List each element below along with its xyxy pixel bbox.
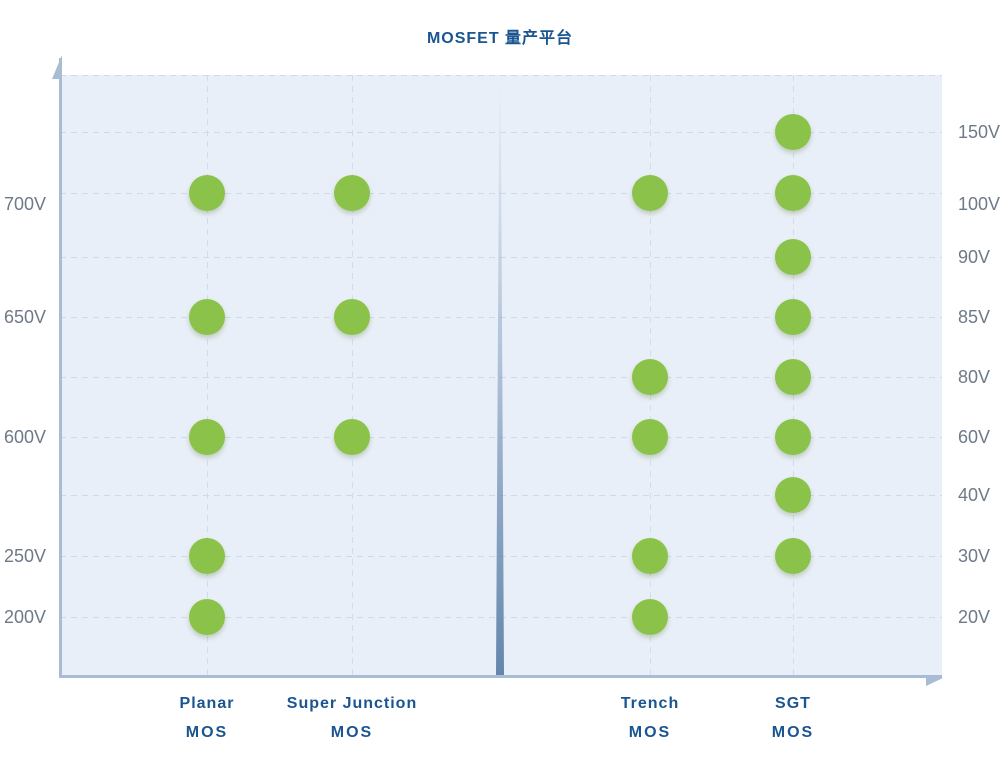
column-label-sub: MOS [185,724,229,741]
gridline-vertical [352,75,353,677]
left-axis-label: 250V [3,546,46,566]
data-dot [775,114,811,150]
left-axis-label: 200V [3,607,46,627]
column-label-name: SGT [775,695,811,712]
data-dot [334,419,370,455]
column-label: SGT MOS [772,694,814,742]
right-axis-label: 85V [958,307,991,327]
data-dot [775,359,811,395]
right-axis-label: 60V [958,427,991,447]
column-label-sub: MOS [771,724,815,741]
y-axis-arrow-icon [52,55,62,79]
data-dot [632,359,668,395]
data-dot [775,239,811,275]
left-axis-label: 650V [3,307,46,327]
right-axis-label: 150V [958,122,1000,142]
data-dot [334,299,370,335]
data-dot [775,419,811,455]
right-axis-label: 40V [958,485,991,505]
data-dot [189,299,225,335]
gridline-vertical [207,75,208,677]
data-dot [189,538,225,574]
column-label: Trench MOS [621,694,679,742]
column-label-name: Super Junction [286,695,418,712]
right-axis-label: 80V [958,367,991,387]
data-dot [189,599,225,635]
gridline-horizontal [60,132,942,133]
column-label-name: Planar [179,695,235,712]
data-dot [334,175,370,211]
right-axis-label: 90V [958,247,991,267]
column-label-name: Trench [620,695,680,712]
data-dot [775,299,811,335]
column-label-sub: MOS [628,724,672,741]
left-axis-label: 600V [3,427,46,447]
data-dot [189,419,225,455]
left-axis-label: 700V [3,194,46,214]
right-axis-label: 20V [958,607,991,627]
data-dot [632,419,668,455]
data-dot [775,538,811,574]
data-dot [189,175,225,211]
column-label: Super Junction MOS [287,694,417,742]
column-label: Planar MOS [180,694,235,742]
gridline-horizontal [60,75,942,76]
data-dot [775,175,811,211]
data-dot [775,477,811,513]
right-axis-label: 100V [958,194,1000,214]
right-axis-label: 30V [958,546,991,566]
data-dot [632,175,668,211]
data-dot [632,599,668,635]
column-label-sub: MOS [330,724,374,741]
y-axis-line [59,58,62,678]
x-axis-line [59,675,942,678]
x-axis-arrow-icon [926,678,943,686]
chart-title: MOSFET 量产平台 [426,30,574,47]
center-divider [496,80,504,675]
data-dot [632,538,668,574]
